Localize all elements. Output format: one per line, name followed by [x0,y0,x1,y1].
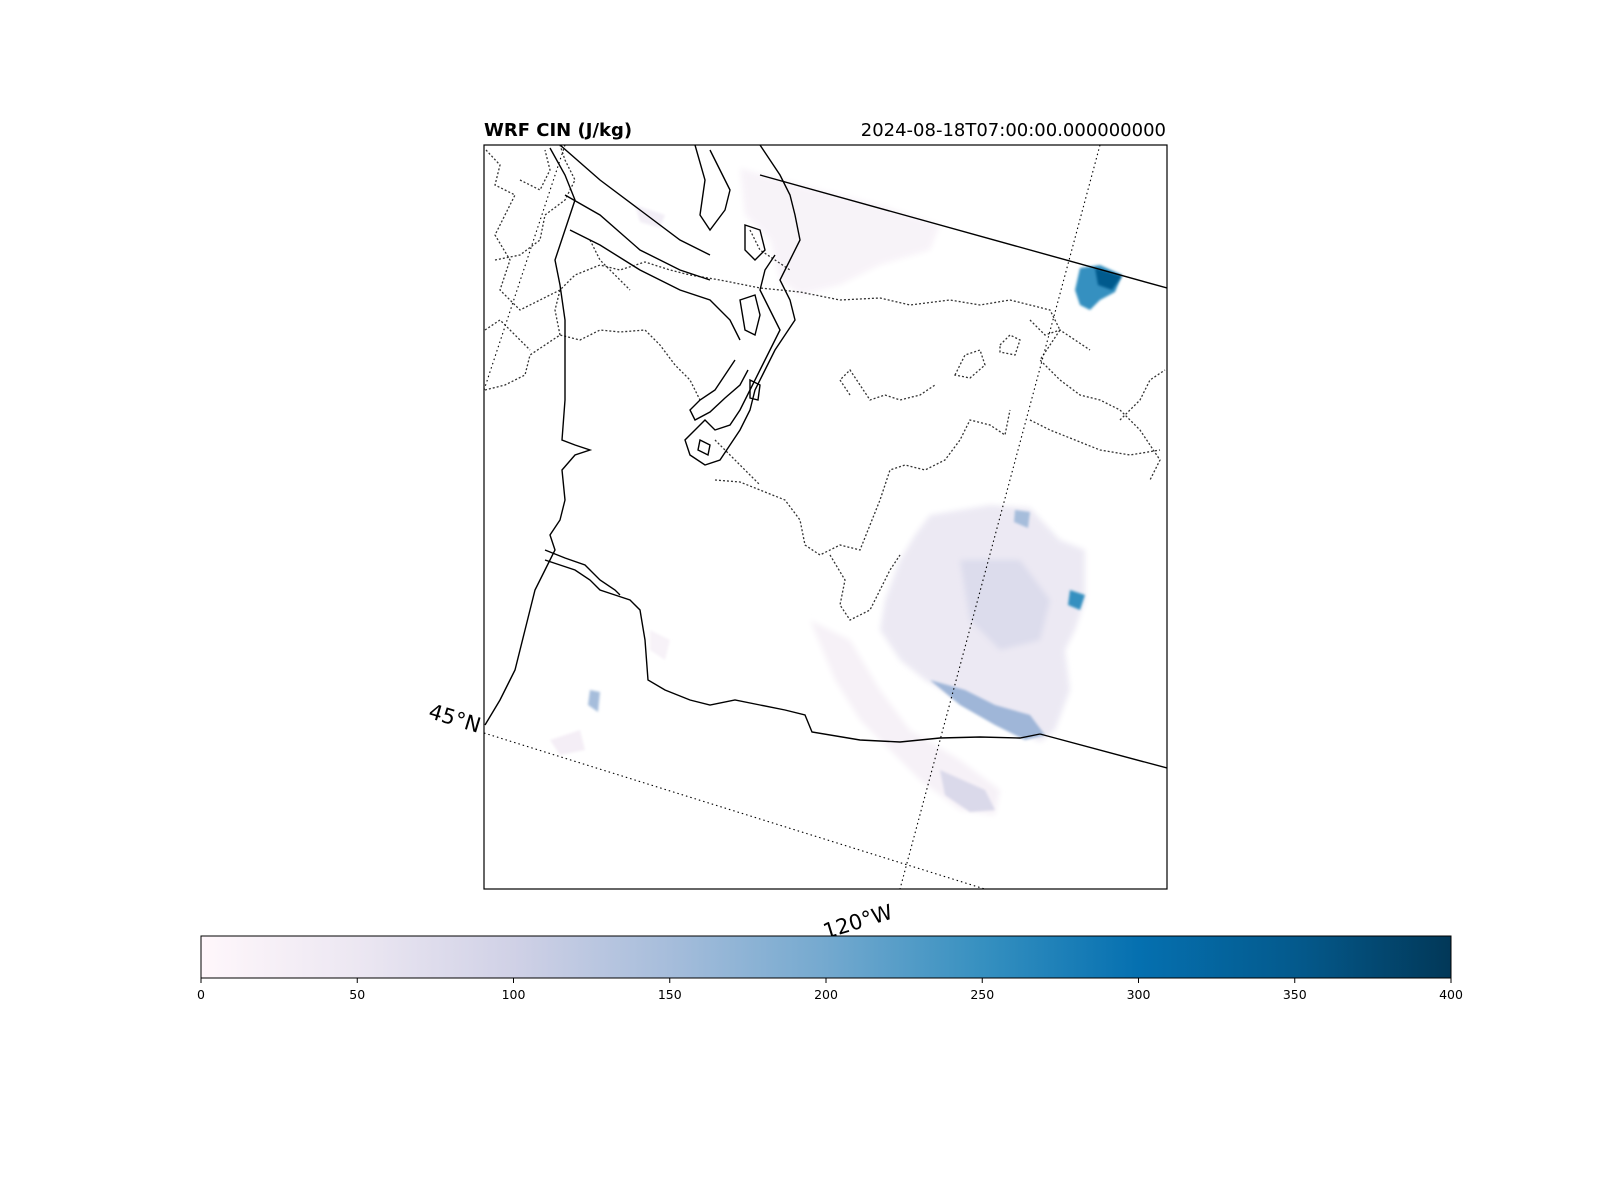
map-panel [483,144,1168,890]
colorbar-tick-label: 400 [1439,987,1463,1002]
coastline-and-borders [484,145,1167,769]
map-timestamp: 2024-08-18T07:00:00.000000000 [861,120,1166,141]
map-title: WRF CIN (J/kg) [484,120,632,141]
colorbar-tick-label: 150 [658,987,682,1002]
cin-patch-south-streak [810,620,1000,815]
cin-patch-small-north [635,205,665,228]
colorbar: 0 50 100 150 200 250 300 350 400 [197,935,1463,1002]
colorbar-bar [200,935,1452,979]
colorbar-tick-label: 100 [502,987,526,1002]
cin-patch-west-faint [650,630,670,660]
cin-patch-northeast-core [1095,268,1122,290]
cin-patch-north [740,168,940,295]
colorbar-tick-label: 0 [197,987,205,1002]
cin-patch-southwest [550,730,585,755]
colorbar-ticks: 0 50 100 150 200 250 300 350 400 [197,978,1463,1002]
cin-patch-west-cell [588,690,600,712]
colorbar-tick-label: 300 [1127,987,1151,1002]
gridline-label-lat: 45°N [426,699,484,737]
cin-patch-east-small [1014,510,1030,528]
colorbar-tick-label: 200 [814,987,838,1002]
colorbar-tick-label: 250 [970,987,994,1002]
map-frame [483,144,1168,890]
cin-patch-south-tail [940,770,995,812]
colorbar-tick-label: 350 [1283,987,1307,1002]
cin-patch-southeast-band [930,680,1045,740]
cin-field [550,168,1122,815]
cin-patch-east-cell [1068,590,1085,610]
cin-patch-southeast-mid [960,560,1050,650]
colorbar-tick-label: 50 [349,987,365,1002]
county-borders [484,145,1166,621]
